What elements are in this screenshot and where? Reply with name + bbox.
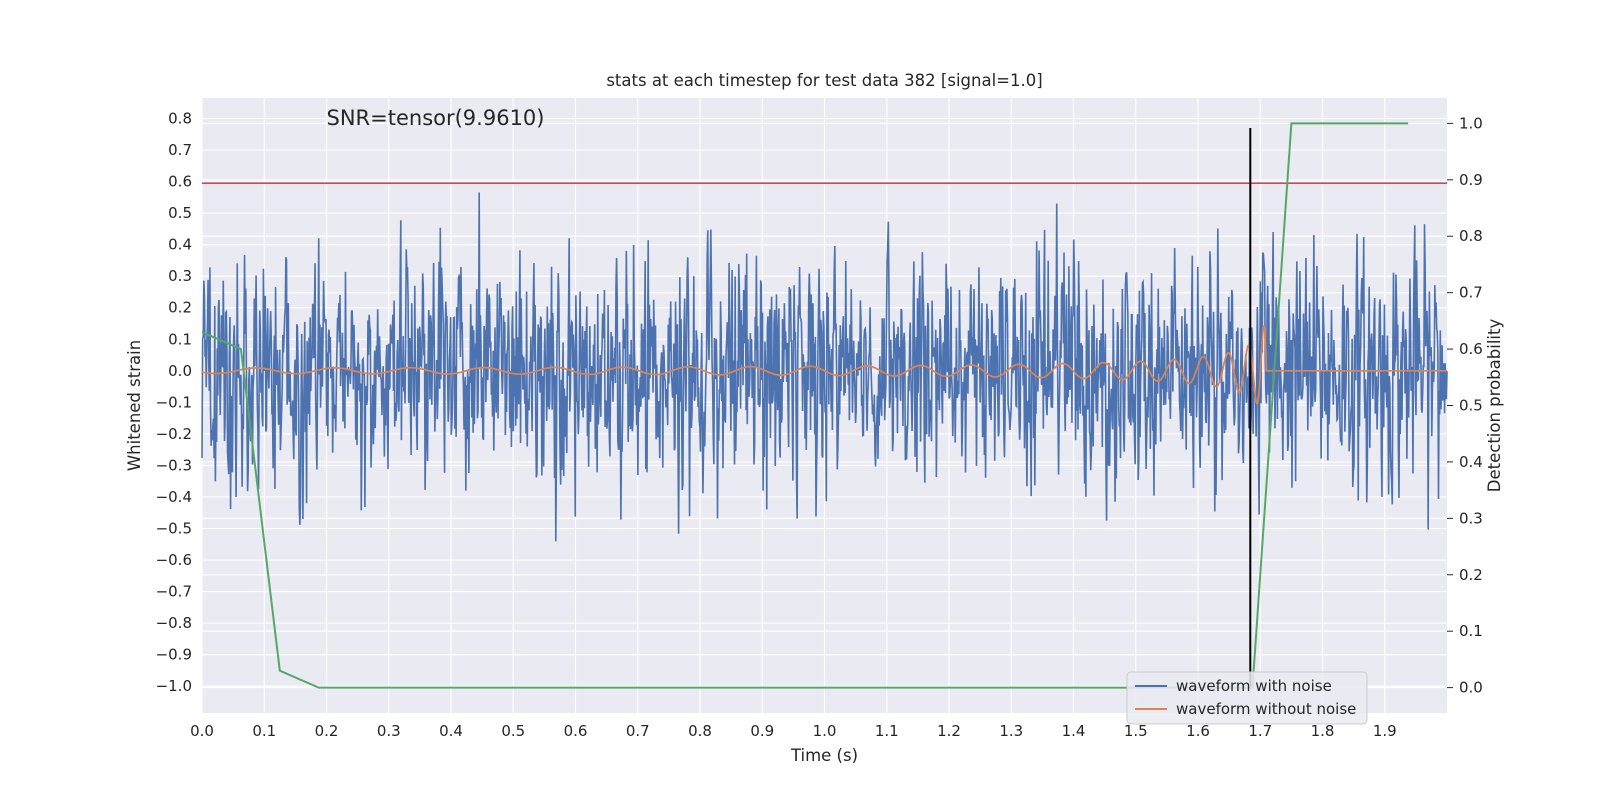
x-tick-label: 0.0 (190, 722, 214, 740)
x-tick-label: 0.9 (750, 722, 774, 740)
x-tick-label: 0.4 (439, 722, 463, 740)
y-tick-label: −0.9 (156, 646, 192, 664)
y-tick-label: −0.3 (156, 456, 192, 474)
y-tick-label: 0.1 (168, 330, 192, 348)
y2-axis-ticks: 1.0 0.9 0.8 0.7 0.6 0.5 0.4 0.3 0.2 0.1 0.0 (1447, 114, 1483, 697)
x-tick-label: 1.3 (999, 722, 1023, 740)
x-tick-label: 0.8 (688, 722, 712, 740)
y-tick-label: 0.2 (168, 299, 192, 317)
y-tick-label: 0.4 (168, 236, 192, 254)
y-tick-label: −0.7 (156, 583, 192, 601)
x-tick-label: 0.5 (501, 722, 525, 740)
y2-tick-label: 0.3 (1459, 509, 1483, 527)
y2-tick-label: 0.4 (1459, 453, 1483, 471)
y-tick-label: −1.0 (156, 677, 192, 695)
x-tick-label: 0.1 (252, 722, 276, 740)
series-waveform-without-noise (201, 324, 1447, 405)
y-tick-label: −0.5 (156, 520, 192, 538)
chart-title: stats at each timestep for test data 382… (606, 71, 1042, 90)
y-tick-label: −0.1 (156, 393, 192, 411)
y2-tick-label: 0.8 (1459, 227, 1483, 245)
x-axis-label: Time (s) (790, 746, 858, 765)
y2-tick-label: 0.0 (1459, 679, 1483, 697)
snr-annotation: SNR=tensor(9.9610) (327, 106, 545, 130)
series-layer (201, 122, 1448, 689)
y2-tick-label: 0.7 (1459, 284, 1483, 302)
y2-tick-label: 0.5 (1459, 397, 1483, 415)
y2-tick-label: 0.6 (1459, 340, 1483, 358)
y-tick-label: −0.2 (156, 425, 192, 443)
x-tick-label: 0.7 (626, 722, 650, 740)
y-axis-label: Whitened strain (125, 340, 144, 471)
legend-box (1126, 671, 1368, 725)
y-tick-label: −0.4 (156, 488, 192, 506)
x-tick-label: 1.1 (875, 722, 899, 740)
y-tick-label: 0.5 (168, 204, 192, 222)
series-waveform-with-noise (201, 192, 1448, 542)
y2-tick-label: 0.2 (1459, 566, 1483, 584)
y-tick-label: 0.8 (168, 110, 192, 128)
x-tick-label: 1.5 (1124, 722, 1148, 740)
x-tick-label: 1.6 (1186, 722, 1210, 740)
x-tick-label: 1.4 (1062, 722, 1086, 740)
y2-tick-label: 0.9 (1459, 171, 1483, 189)
y-axis-ticks: 0.8 0.7 0.6 0.5 0.4 0.3 0.2 0.1 0.0 −0.1 −0.2 −0.3 −… (156, 110, 192, 696)
x-tick-label: 1.9 (1373, 722, 1397, 740)
x-axis-ticks: 0.0 0.1 0.2 0.3 0.4 0.5 0.6 0.7 0.8 0.9 1.0 1.1 1.2 1… (190, 722, 1397, 740)
y-tick-label: 0.0 (168, 362, 192, 380)
series-detection-probability (201, 122, 1409, 689)
x-tick-label: 0.6 (564, 722, 588, 740)
y2-tick-label: 1.0 (1459, 114, 1483, 132)
x-tick-label: 1.8 (1311, 722, 1335, 740)
y-tick-label: −0.8 (156, 614, 192, 632)
y-tick-label: −0.6 (156, 551, 192, 569)
x-tick-label: 0.2 (315, 722, 339, 740)
y-tick-label: 0.3 (168, 267, 192, 285)
y-tick-label: 0.6 (168, 173, 192, 191)
y-tick-label: 0.7 (168, 141, 192, 159)
x-tick-label: 0.3 (377, 722, 401, 740)
x-tick-label: 1.0 (813, 722, 837, 740)
y2-axis-label: Detection probability (1485, 319, 1504, 493)
legend-label-clean: waveform without noise (1176, 700, 1356, 718)
x-tick-label: 1.7 (1248, 722, 1272, 740)
legend-label-noise: waveform with noise (1176, 677, 1332, 695)
x-tick-label: 1.2 (937, 722, 961, 740)
legend: waveform with noise waveform without noi… (1126, 671, 1368, 725)
y2-tick-label: 0.1 (1459, 622, 1483, 640)
